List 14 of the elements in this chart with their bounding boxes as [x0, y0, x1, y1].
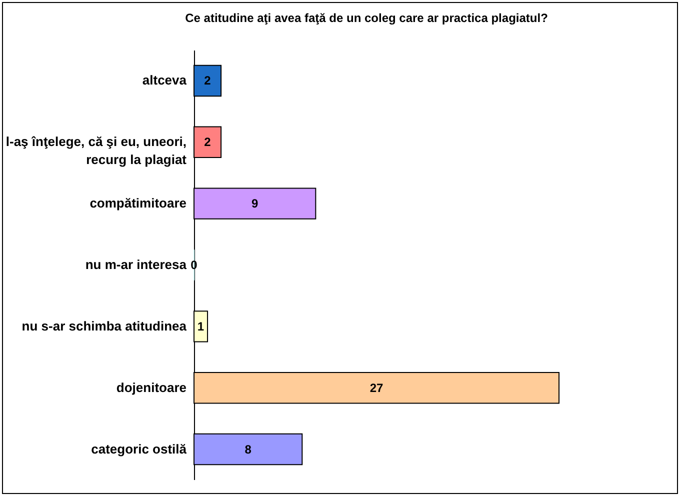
- data-label: 9: [251, 196, 258, 211]
- data-label: 2: [204, 135, 212, 150]
- data-label: 2: [204, 74, 212, 88]
- y-tick-label: dojenitoare: [116, 380, 186, 395]
- chart-title: Ce atitudine aţi avea faţă de un coleg care ar practica plagiatul?: [185, 11, 548, 25]
- y-tick-label: nu s-ar schimba atitudinea: [22, 318, 188, 334]
- data-label: 27: [370, 380, 384, 395]
- data-label: 1: [197, 319, 204, 334]
- y-tick-label: categoric ostilă: [91, 441, 188, 456]
- y-tick-label: altceva: [142, 72, 188, 88]
- y-tick-label: compătimitoare: [90, 196, 186, 211]
- y-tick-label: l-aş înţelege, că şi eu, uneori, recurg la plagiat: [6, 134, 188, 168]
- data-label: 8: [244, 442, 252, 456]
- y-tick-label: nu m-ar interesa: [85, 257, 188, 272]
